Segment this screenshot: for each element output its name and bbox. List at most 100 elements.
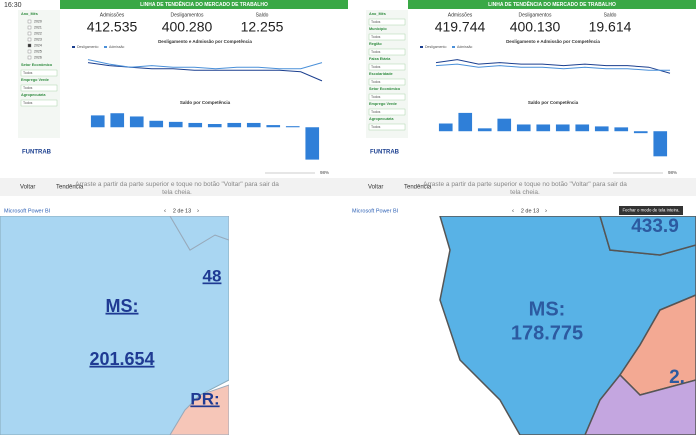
bar (536, 124, 551, 132)
map-left: MS: 201.654 PR: 48 (0, 216, 229, 435)
bar (168, 121, 183, 128)
dropdown[interactable] (368, 33, 406, 41)
kpi-value: 400.130 (510, 19, 561, 35)
dropdown[interactable] (368, 18, 406, 26)
dropdown[interactable] (368, 63, 406, 71)
back-button[interactable]: Voltar (368, 185, 383, 191)
logo: FUNTRAB (22, 150, 52, 156)
map-label: 178.775 (511, 322, 583, 344)
bar (90, 115, 105, 128)
filter-label: Emprego Verde (21, 78, 49, 82)
filter-label: Escolaridade (369, 72, 393, 76)
page-next[interactable]: › (545, 209, 547, 215)
report-title: LINHA DE TENDÊNCIA DO MERCADO DE TRABALH… (140, 0, 268, 8)
filter-value: Todos (371, 35, 381, 39)
filter-value: Todos (371, 20, 381, 24)
filter-label: Município (369, 27, 387, 31)
dropdown[interactable] (368, 93, 406, 101)
toolbar (0, 178, 348, 196)
dropdown[interactable] (368, 78, 406, 86)
dropdown[interactable] (20, 99, 58, 107)
page-prev[interactable]: ‹ (164, 209, 166, 215)
region (599, 216, 696, 256)
bar (633, 131, 648, 134)
zoom-level: 98% (320, 170, 329, 175)
kpi-label: Admissões (100, 12, 125, 18)
bar (438, 123, 453, 132)
dropdown[interactable] (20, 69, 58, 77)
chart-title: Desligamento e Admissão por Competência (506, 39, 600, 44)
map-right: MS:178.775 433.9 2. (232, 216, 696, 435)
checkbox[interactable] (27, 37, 32, 42)
region (169, 384, 229, 435)
bar (149, 120, 164, 128)
dropdown[interactable] (368, 48, 406, 56)
filter-label: Faixa Etária (369, 57, 391, 61)
status-time: 16:30 (4, 2, 22, 9)
page-prev[interactable]: ‹ (512, 209, 514, 215)
checkbox[interactable] (27, 55, 32, 60)
dropdown[interactable] (368, 108, 406, 116)
tab-label[interactable]: Tendência (56, 185, 84, 191)
kpi-value: 12.255 (241, 19, 284, 35)
back-button[interactable]: Voltar (20, 185, 35, 191)
bar (594, 126, 609, 132)
bar (497, 118, 512, 132)
kpi-value: 19.614 (589, 19, 632, 35)
map-label: 48 (203, 266, 222, 285)
region (584, 373, 696, 435)
bar (477, 128, 492, 132)
bar (305, 127, 320, 160)
chart-title: Saldo por Competência (180, 100, 231, 105)
filter-label: Emprego Verde (369, 102, 397, 106)
bar (516, 124, 531, 132)
sidebar (366, 10, 408, 138)
brand: Microsoft Power BI (4, 208, 51, 214)
checkbox[interactable] (27, 31, 32, 36)
bar (207, 124, 222, 128)
filter-option: 2022 (34, 31, 42, 35)
filter-option: 2021 (34, 25, 42, 29)
filter-label: Região (369, 42, 382, 46)
dropdown[interactable] (368, 123, 406, 131)
bar (614, 127, 629, 132)
filter-label: Agropecuária (369, 117, 394, 121)
filter-option: 2020 (34, 19, 42, 23)
brand: Microsoft Power BI (352, 208, 399, 214)
checkbox[interactable] (27, 43, 32, 48)
checkbox[interactable] (27, 49, 32, 54)
hint-box: Arraste a partir da parte superior e toq… (75, 181, 279, 196)
map-label: MS: (529, 298, 566, 320)
chart-title: Desligamento e Admissão por Competência (158, 39, 252, 44)
kpi-value: 412.535 (87, 19, 138, 35)
dropdown[interactable] (20, 84, 58, 92)
filter-value: Todos (23, 71, 33, 75)
filter-option: 2026 (34, 55, 42, 59)
legend-label: Desligamento (425, 45, 446, 49)
page-indicator: 2 de 13 (521, 208, 539, 214)
logo: FUNTRAB (370, 150, 400, 156)
filter-option: 2024 (34, 43, 42, 47)
filter-label: Setor Econômico (21, 63, 53, 67)
kpi-value: 400.280 (162, 19, 213, 35)
checkbox[interactable] (27, 25, 32, 30)
tab-label[interactable]: Tendência (404, 185, 432, 191)
kpi-label: Desligamentos (518, 12, 552, 18)
filter-label: Agropecuária (21, 93, 46, 97)
bar (246, 122, 261, 128)
line-series (87, 59, 323, 70)
checkbox[interactable] (27, 19, 32, 24)
map-label: PR: (190, 389, 219, 408)
line-series (435, 59, 671, 74)
page-next[interactable]: › (197, 209, 199, 215)
filter-value: Todos (23, 101, 33, 105)
tooltip: Fechar o modo de tela inteira. (622, 208, 679, 213)
bar (575, 124, 590, 132)
header-bar (408, 0, 696, 9)
filter-value: Todos (23, 86, 33, 90)
kpi-label: Admissões (448, 12, 473, 18)
hint: Arraste a partir da parte superior e toq… (423, 181, 627, 196)
toolbar (348, 178, 696, 196)
filter-value: Todos (371, 65, 381, 69)
